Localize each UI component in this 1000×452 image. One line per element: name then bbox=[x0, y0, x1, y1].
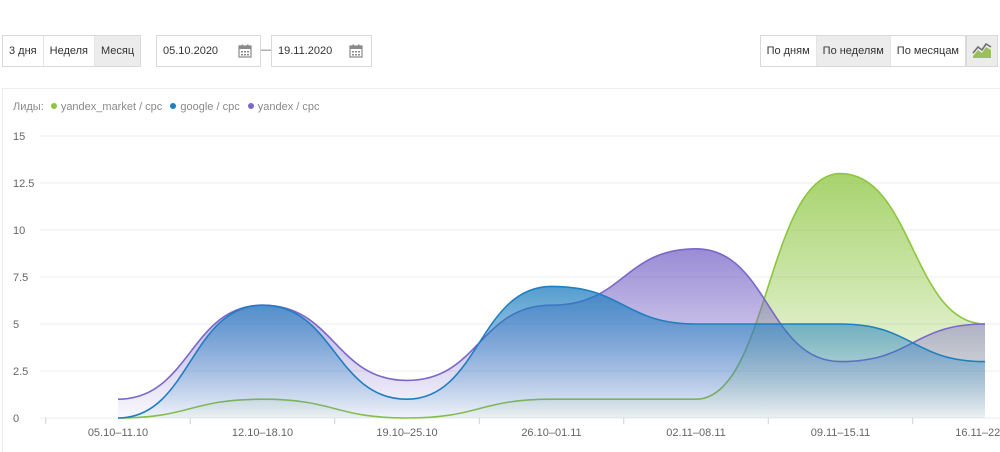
calendar-icon[interactable] bbox=[349, 44, 363, 58]
period-3-days-button[interactable]: 3 дня bbox=[3, 36, 44, 66]
date-to-value: 19.11.2020 bbox=[278, 45, 333, 57]
y-tick-label: 10 bbox=[13, 225, 25, 237]
chart-legend: Лиды: yandex_market / cpc google / cpc y… bbox=[13, 101, 325, 113]
legend-dot bbox=[170, 103, 177, 109]
y-tick-label: 15 bbox=[13, 131, 25, 143]
legend-item-yandex-market[interactable]: yandex_market / cpc bbox=[50, 101, 163, 113]
date-from-value: 05.10.2020 bbox=[163, 45, 219, 57]
date-from-field[interactable]: 05.10.2020 bbox=[156, 35, 261, 67]
period-selector: 3 дня Неделя Месяц bbox=[2, 35, 142, 67]
period-month-button[interactable]: Месяц bbox=[95, 36, 141, 66]
x-tick-label: 26.10–01.11 bbox=[521, 427, 581, 439]
x-tick-label: 12.10–18.10 bbox=[232, 427, 293, 439]
legend-item-yandex[interactable]: yandex / cpc bbox=[247, 101, 320, 113]
x-tick-label: 02.11–08.11 bbox=[666, 427, 726, 439]
legend-item-label: google / cpc bbox=[180, 101, 240, 113]
x-tick-label: 19.10–25.10 bbox=[376, 427, 437, 439]
calendar-icon[interactable] bbox=[238, 44, 252, 58]
y-tick-label: 5 bbox=[13, 319, 19, 331]
group-by-months-button[interactable]: По месяцам bbox=[890, 36, 965, 66]
group-by-days-button[interactable]: По дням bbox=[760, 36, 817, 66]
x-tick-label: 05.10–11.10 bbox=[88, 427, 148, 439]
toolbar: 3 дня Неделя Месяц 05.10.2020 — 19.11.20… bbox=[0, 35, 1000, 69]
y-tick-label: 7.5 bbox=[13, 272, 28, 284]
x-tick-label: 09.11–15.11 bbox=[811, 427, 871, 439]
chart-panel bbox=[2, 88, 1000, 452]
period-week-button[interactable]: Неделя bbox=[43, 36, 95, 66]
date-to-field[interactable]: 19.11.2020 bbox=[271, 35, 372, 67]
chart-type-toggle-button[interactable] bbox=[966, 35, 998, 67]
series-line-google bbox=[117, 285, 986, 419]
legend-label: Лиды: bbox=[13, 101, 44, 113]
date-separator: — bbox=[261, 44, 272, 56]
series-area-google bbox=[118, 286, 985, 418]
group-by-weeks-button[interactable]: По неделям bbox=[816, 36, 891, 66]
group-by-selector: По дням По неделям По месяцам bbox=[759, 35, 966, 67]
y-tick-label: 12.5 bbox=[13, 178, 34, 190]
legend-item-label: yandex / cpc bbox=[257, 101, 320, 113]
legend-dot bbox=[247, 103, 254, 109]
area-chart-icon bbox=[972, 43, 992, 58]
legend-item-label: yandex_market / cpc bbox=[60, 101, 163, 113]
x-tick-label: 16.11–22.11 bbox=[955, 427, 1000, 439]
y-tick-label: 0 bbox=[13, 413, 19, 425]
y-tick-label: 2.5 bbox=[13, 366, 28, 378]
legend-dot bbox=[50, 103, 57, 109]
legend-item-google[interactable]: google / cpc bbox=[170, 101, 240, 113]
